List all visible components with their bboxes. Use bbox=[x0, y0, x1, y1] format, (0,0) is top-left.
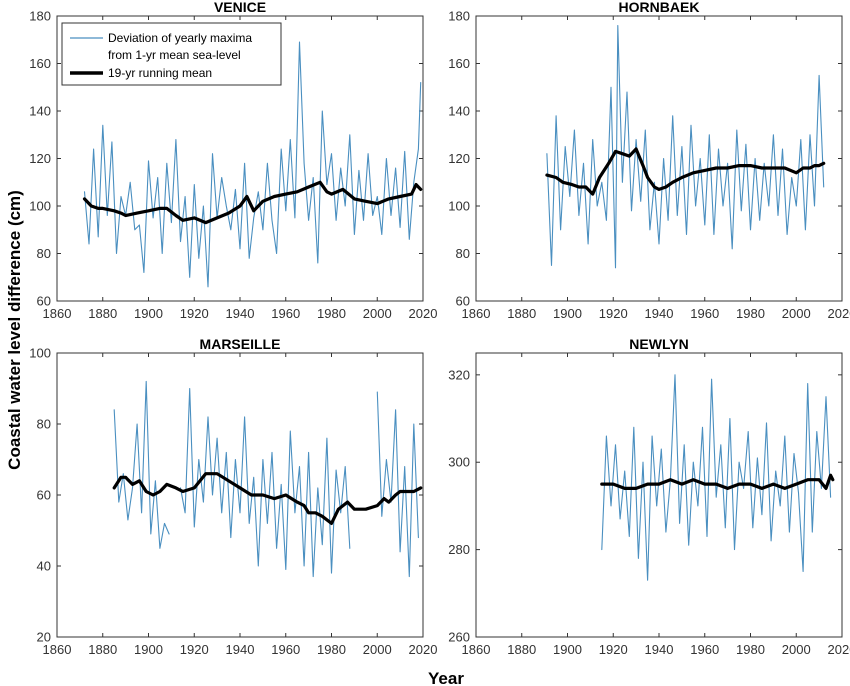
plot-area bbox=[475, 15, 843, 302]
x-tick-label: 1860 bbox=[462, 306, 491, 321]
y-tick-label: 280 bbox=[448, 542, 470, 557]
x-tick-label: 1980 bbox=[317, 306, 346, 321]
x-tick-label: 2000 bbox=[363, 642, 392, 657]
legend-mean-label: 19-yr running mean bbox=[108, 66, 212, 80]
y-axis-label: Coastal water level difference (cm) bbox=[5, 190, 24, 470]
x-tick-label: 1900 bbox=[553, 306, 582, 321]
legend-raw-label-line1: Deviation of yearly maxima bbox=[108, 31, 252, 45]
series-line-yearly-maxima bbox=[546, 24, 825, 269]
x-tick-label: 1940 bbox=[645, 642, 674, 657]
x-tick-label: 1920 bbox=[599, 306, 628, 321]
panel-newlyn: NEWLYN 1860 1880 1900 1920 1940 1960 1980 2000 20… bbox=[448, 336, 850, 657]
panel-title: VENICE bbox=[214, 0, 266, 15]
x-tick-label: 1880 bbox=[507, 642, 536, 657]
x-tick-label: 2020 bbox=[828, 306, 850, 321]
y-tick-label: 160 bbox=[29, 56, 51, 71]
panel-title: MARSEILLE bbox=[200, 336, 281, 352]
x-tick-label: 2020 bbox=[828, 642, 850, 657]
y-tick-label: 100 bbox=[29, 346, 51, 361]
series-line-yearly-maxima bbox=[113, 380, 419, 578]
x-tick-label: 1880 bbox=[507, 306, 536, 321]
panel-title: HORNBAEK bbox=[619, 0, 700, 15]
x-tick-label: 1920 bbox=[599, 642, 628, 657]
x-tick-label: 1900 bbox=[134, 642, 163, 657]
x-tick-label: 2020 bbox=[409, 642, 438, 657]
series-line-running-mean bbox=[82, 180, 423, 225]
x-tick-label: 1860 bbox=[43, 642, 72, 657]
x-tick-label: 1960 bbox=[271, 642, 300, 657]
plot-area bbox=[56, 352, 424, 638]
x-tick-label: 1860 bbox=[462, 642, 491, 657]
x-tick-label: 1960 bbox=[690, 306, 719, 321]
x-tick-label: 1940 bbox=[226, 306, 255, 321]
y-tick-label: 120 bbox=[29, 151, 51, 166]
x-tick-label: 2000 bbox=[782, 306, 811, 321]
x-tick-label: 1960 bbox=[271, 306, 300, 321]
y-tick-label: 80 bbox=[456, 246, 470, 261]
series-line-yearly-maxima bbox=[83, 41, 422, 288]
y-tick-label: 100 bbox=[448, 199, 470, 214]
y-tick-label: 120 bbox=[448, 151, 470, 166]
x-tick-label: 2000 bbox=[782, 642, 811, 657]
y-tick-label: 60 bbox=[37, 488, 51, 503]
legend-raw-label-line2: from 1-yr mean sea-level bbox=[108, 48, 241, 62]
y-tick-label: 180 bbox=[448, 9, 470, 24]
y-tick-label: 80 bbox=[37, 417, 51, 432]
y-tick-label: 20 bbox=[37, 630, 51, 645]
y-tick-label: 60 bbox=[456, 294, 470, 309]
y-tick-label: 260 bbox=[448, 630, 470, 645]
x-tick-label: 1940 bbox=[645, 306, 674, 321]
x-tick-label: 1880 bbox=[88, 306, 117, 321]
x-tick-label: 1980 bbox=[317, 642, 346, 657]
y-tick-label: 320 bbox=[448, 367, 470, 382]
x-tick-label: 1960 bbox=[690, 642, 719, 657]
y-tick-label: 160 bbox=[448, 56, 470, 71]
panel-title: NEWLYN bbox=[629, 336, 688, 352]
y-tick-label: 40 bbox=[37, 559, 51, 574]
y-tick-label: 180 bbox=[29, 9, 51, 24]
series-line-running-mean bbox=[112, 472, 423, 525]
series-line-running-mean bbox=[545, 147, 826, 196]
x-tick-label: 1900 bbox=[553, 642, 582, 657]
series-line-yearly-maxima bbox=[601, 374, 832, 581]
panel-marseille: MARSEILLE 1860 1880 1900 1920 1940 1960 1980 200… bbox=[29, 336, 437, 657]
x-tick-label: 2020 bbox=[409, 306, 438, 321]
x-tick-label: 1860 bbox=[43, 306, 72, 321]
y-tick-label: 80 bbox=[37, 246, 51, 261]
y-tick-label: 140 bbox=[448, 104, 470, 119]
series-line-running-mean bbox=[600, 473, 835, 490]
panels: VENICE 1860 1880 1900 1920 1940 1960 1980 2000 20… bbox=[29, 0, 850, 657]
y-tick-label: 300 bbox=[448, 455, 470, 470]
x-tick-label: 1980 bbox=[736, 306, 765, 321]
x-tick-label: 2000 bbox=[363, 306, 392, 321]
x-tick-label: 1920 bbox=[180, 642, 209, 657]
y-tick-label: 60 bbox=[37, 294, 51, 309]
x-tick-label: 1940 bbox=[226, 642, 255, 657]
x-tick-label: 1880 bbox=[88, 642, 117, 657]
y-tick-label: 140 bbox=[29, 104, 51, 119]
x-tick-label: 1980 bbox=[736, 642, 765, 657]
x-axis-label: Year bbox=[428, 669, 464, 686]
panel-hornbaek: HORNBAEK 1860 1880 1900 1920 1940 1960 1980 2000… bbox=[448, 0, 850, 321]
x-tick-label: 1900 bbox=[134, 306, 163, 321]
y-tick-label: 100 bbox=[29, 199, 51, 214]
legend: Deviation of yearly maxima from 1-yr mea… bbox=[61, 22, 282, 86]
x-tick-label: 1920 bbox=[180, 306, 209, 321]
